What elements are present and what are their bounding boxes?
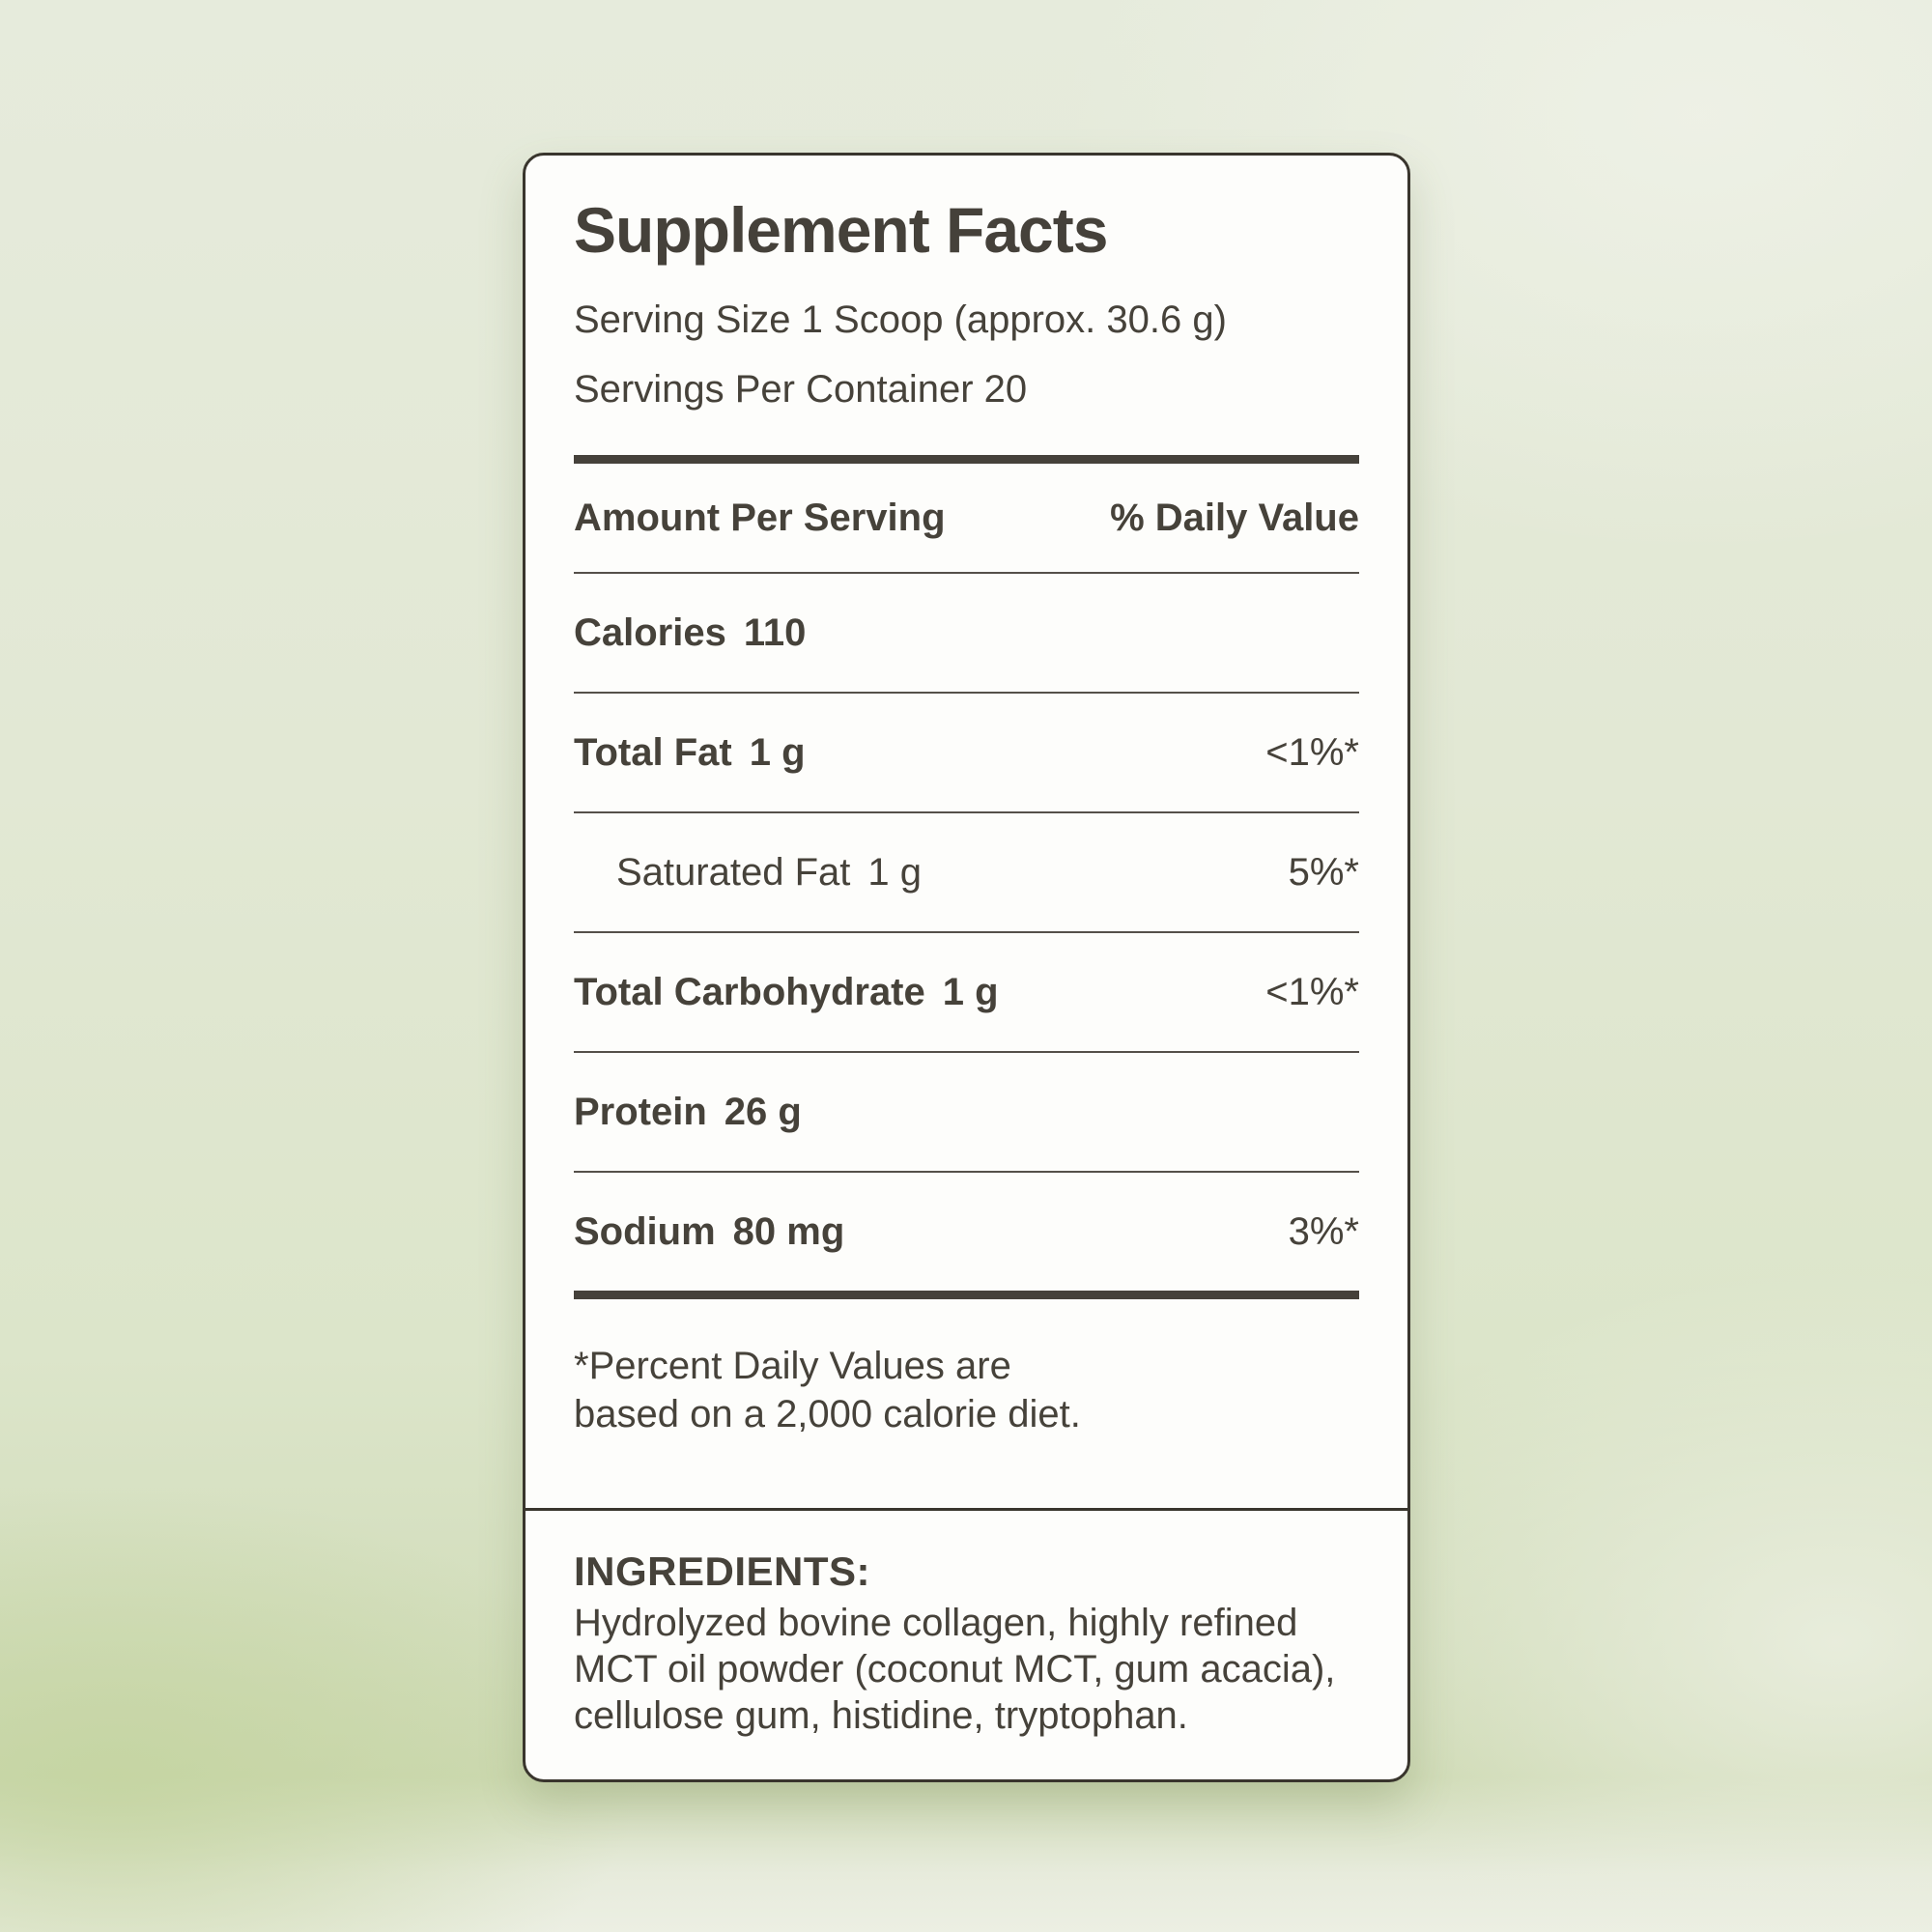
nutrient-label: Calories 110	[574, 611, 806, 655]
row-divider	[574, 1051, 1359, 1053]
nutrient-amount: 26 g	[724, 1090, 802, 1133]
thick-divider-bottom	[574, 1291, 1359, 1299]
row-divider	[574, 931, 1359, 933]
nutrient-name: Calories	[574, 611, 726, 654]
nutrient-row-calories: Calories 110	[574, 574, 1359, 692]
ingredients-section-divider	[526, 1508, 1407, 1511]
nutrient-name: Total Carbohydrate	[574, 970, 925, 1013]
thick-divider-top	[574, 455, 1359, 464]
nutrient-label: Sodium 80 mg	[574, 1210, 844, 1254]
row-divider	[574, 1171, 1359, 1173]
nutrient-amount: 80 mg	[732, 1209, 845, 1253]
nutrient-daily-value: <1%*	[1265, 970, 1359, 1013]
ingredients-heading: INGREDIENTS:	[574, 1548, 871, 1594]
row-divider	[574, 692, 1359, 694]
nutrient-row-saturated-fat: Saturated Fat 1 g 5%*	[574, 813, 1359, 931]
nutrient-label: Total Fat 1 g	[574, 731, 806, 775]
row-divider	[574, 811, 1359, 813]
label-content: Supplement Facts Serving Size 1 Scoop (a…	[526, 198, 1407, 1739]
supplement-facts-label: Supplement Facts Serving Size 1 Scoop (a…	[523, 153, 1410, 1782]
nutrient-amount: 110	[743, 611, 807, 654]
ingredients-text: Hydrolyzed bovine collagen, highly refin…	[574, 1602, 1336, 1737]
label-title: Supplement Facts	[574, 194, 1108, 266]
nutrient-row-total-carbohydrate: Total Carbohydrate 1 g <1%*	[574, 933, 1359, 1051]
nutrient-daily-value: <1%*	[1265, 730, 1359, 774]
nutrient-row-sodium: Sodium 80 mg 3%*	[574, 1173, 1359, 1291]
nutrient-name: Sodium	[574, 1209, 716, 1253]
nutrient-label: Saturated Fat 1 g	[574, 851, 922, 895]
column-amount-per-serving: Amount Per Serving	[574, 496, 946, 539]
nutrient-row-protein: Protein 26 g	[574, 1053, 1359, 1171]
serving-size: Serving Size 1 Scoop (approx. 30.6 g)	[574, 298, 1227, 341]
nutrient-name: Saturated Fat	[616, 850, 851, 894]
nutrient-daily-value: 3%*	[1288, 1209, 1359, 1253]
nutrient-name: Total Fat	[574, 730, 732, 774]
daily-value-footnote: *Percent Daily Values are based on a 2,0…	[574, 1345, 1081, 1435]
nutrient-label: Protein 26 g	[574, 1091, 802, 1134]
nutrient-daily-value: 5%*	[1288, 850, 1359, 894]
row-divider	[574, 572, 1359, 574]
nutrient-label: Total Carbohydrate 1 g	[574, 971, 999, 1014]
nutrient-row-total-fat: Total Fat 1 g <1%*	[574, 694, 1359, 811]
column-header-row: Amount Per Serving % Daily Value	[574, 464, 1359, 572]
nutrient-amount: 1 g	[749, 730, 806, 774]
nutrient-name: Protein	[574, 1090, 707, 1133]
column-daily-value: % Daily Value	[1110, 496, 1359, 539]
nutrient-amount: 1 g	[942, 970, 999, 1013]
nutrient-amount: 1 g	[867, 850, 922, 894]
servings-per-container: Servings Per Container 20	[574, 368, 1028, 411]
